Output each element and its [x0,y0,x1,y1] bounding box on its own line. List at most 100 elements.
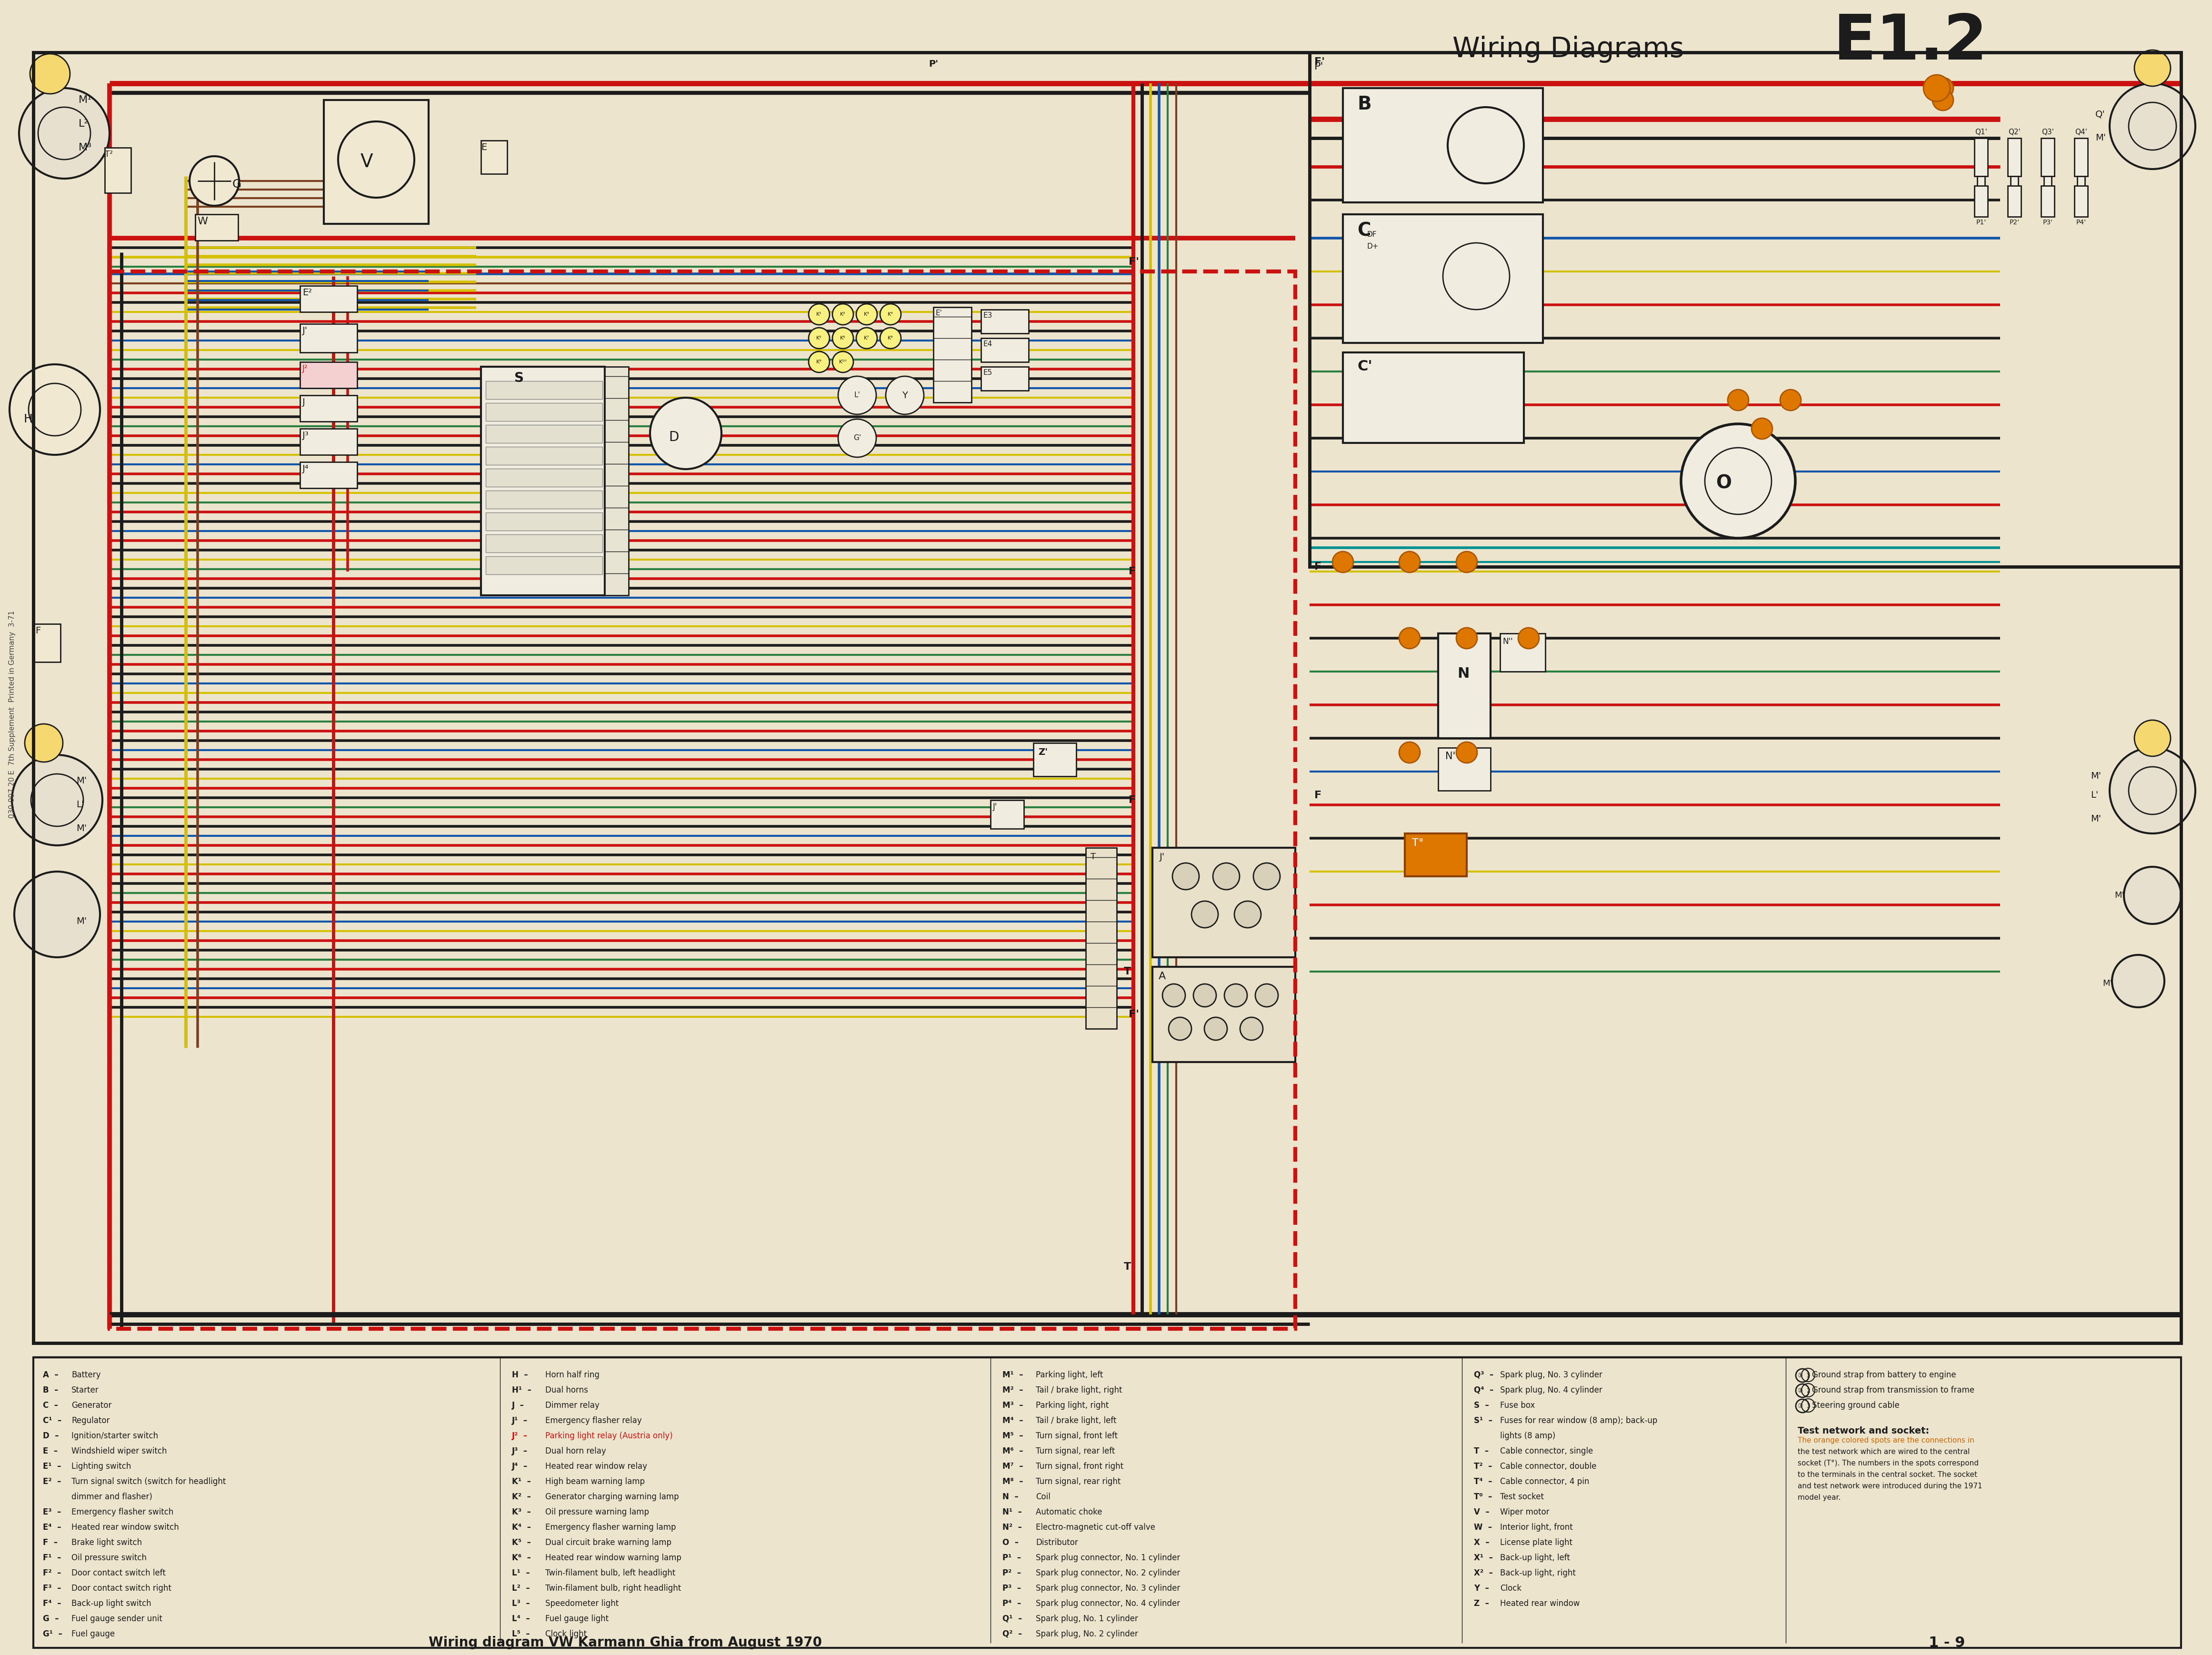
Text: L': L' [854,392,860,399]
Text: G  –: G – [42,1615,60,1624]
Text: Dual circuit brake warning lamp: Dual circuit brake warning lamp [546,1537,672,1547]
Bar [2075,137,2088,175]
Text: S  –: S – [1473,1402,1489,1410]
Text: Back-up light, left: Back-up light, left [1500,1554,1571,1562]
Bar [1343,88,1544,202]
Text: ③: ③ [1798,1403,1803,1410]
Text: Tail / brake light, right: Tail / brake light, right [1035,1385,1121,1395]
Circle shape [832,328,854,349]
Text: Dual horns: Dual horns [546,1385,588,1395]
Text: Twin-filament bulb, right headlight: Twin-filament bulb, right headlight [546,1584,681,1592]
Text: J³: J³ [303,430,310,440]
Text: J': J' [1159,852,1166,862]
Text: Starter: Starter [71,1385,100,1395]
Circle shape [838,419,876,457]
Text: K⁷: K⁷ [865,336,869,341]
Text: Fuel gauge: Fuel gauge [71,1630,115,1638]
Circle shape [24,723,62,761]
Bar [1500,634,1546,672]
Text: G: G [232,179,241,190]
Text: DF: DF [1367,232,1376,238]
Text: M²  –: M² – [1002,1385,1024,1395]
Text: K⁶  –: K⁶ – [511,1554,531,1562]
Text: K²  –: K² – [511,1493,531,1501]
Text: Cable connector, single: Cable connector, single [1500,1446,1593,1455]
Circle shape [2110,748,2194,834]
Circle shape [1164,985,1186,1006]
Text: C': C' [1358,359,1371,374]
Text: Wiring Diagrams: Wiring Diagrams [1453,36,1683,63]
Text: T: T [1124,967,1130,976]
Text: Fuel gauge light: Fuel gauge light [546,1615,608,1624]
Bar [2008,185,2022,217]
Text: 3: 3 [1807,1403,1809,1408]
Text: Spark plug connector, No. 3 cylinder: Spark plug connector, No. 3 cylinder [1035,1584,1181,1592]
Text: M': M' [2101,980,2112,988]
Text: N': N' [1444,751,1455,761]
Text: K⁹: K⁹ [816,359,823,364]
Circle shape [13,872,100,957]
Text: M¹  –: M¹ – [1002,1370,1024,1379]
Circle shape [1254,985,1279,1006]
Text: N¹  –: N¹ – [1002,1508,1022,1516]
Circle shape [1455,627,1478,649]
Text: Y: Y [902,391,907,401]
Bar [301,324,356,353]
Text: lights (8 amp): lights (8 amp) [1500,1432,1555,1440]
Text: The orange colored spots are the connections in: The orange colored spots are the connect… [1798,1437,1975,1445]
Text: E': E' [936,309,942,316]
Bar [323,99,429,223]
Text: Cable connector, 4 pin: Cable connector, 4 pin [1500,1478,1588,1486]
Text: Ground strap from battery to engine: Ground strap from battery to engine [1812,1370,1955,1379]
Text: C  –: C – [42,1402,58,1410]
Bar [933,308,971,402]
Bar [487,468,602,487]
Bar [301,286,356,311]
Text: F²  –: F² – [42,1569,62,1577]
Circle shape [832,305,854,324]
Text: K⁴: K⁴ [887,311,894,316]
Bar [487,447,602,465]
Circle shape [190,156,239,205]
Circle shape [2135,720,2170,756]
Text: H¹  –: H¹ – [511,1385,531,1395]
Text: D+: D+ [1367,243,1378,250]
Text: M': M' [2090,771,2101,781]
Circle shape [885,376,925,414]
Text: X  –: X – [1473,1537,1489,1547]
Text: G': G' [854,435,860,442]
Text: V: V [361,152,374,170]
Text: L': L' [2090,791,2099,799]
Text: 1: 1 [1807,1372,1809,1379]
Circle shape [650,397,721,468]
Text: L⁴  –: L⁴ – [511,1615,531,1624]
Circle shape [1194,985,1217,1006]
Circle shape [2135,50,2170,86]
Text: K¹  –: K¹ – [511,1478,531,1486]
Text: M⁶  –: M⁶ – [1002,1446,1024,1455]
Text: E  –: E – [42,1446,58,1455]
Circle shape [1400,627,1420,649]
Text: M⁴  –: M⁴ – [1002,1417,1024,1425]
Text: Emergency flasher switch: Emergency flasher switch [71,1508,173,1516]
Bar [980,309,1029,333]
Text: D  –: D – [42,1432,60,1440]
Text: J⁴: J⁴ [303,465,310,473]
Text: Q¹  –: Q¹ – [1002,1615,1022,1624]
Text: Q⁴  –: Q⁴ – [1473,1385,1493,1395]
Text: J³  –: J³ – [511,1446,529,1455]
Text: N  –: N – [1002,1493,1018,1501]
Text: K⁶: K⁶ [841,336,845,341]
Text: High beam warning lamp: High beam warning lamp [546,1478,644,1486]
Text: Emergency flasher warning lamp: Emergency flasher warning lamp [546,1523,677,1531]
Text: Parking light relay (Austria only): Parking light relay (Austria only) [546,1432,672,1440]
Bar [301,429,356,455]
Text: Spark plug, No. 1 cylinder: Spark plug, No. 1 cylinder [1035,1615,1139,1624]
Text: M': M' [2115,890,2124,900]
Circle shape [880,328,900,349]
Text: Turn signal, rear left: Turn signal, rear left [1035,1446,1115,1455]
Text: Lighting switch: Lighting switch [71,1461,131,1471]
Circle shape [2124,867,2181,923]
Circle shape [20,88,111,179]
Text: M': M' [75,917,86,925]
